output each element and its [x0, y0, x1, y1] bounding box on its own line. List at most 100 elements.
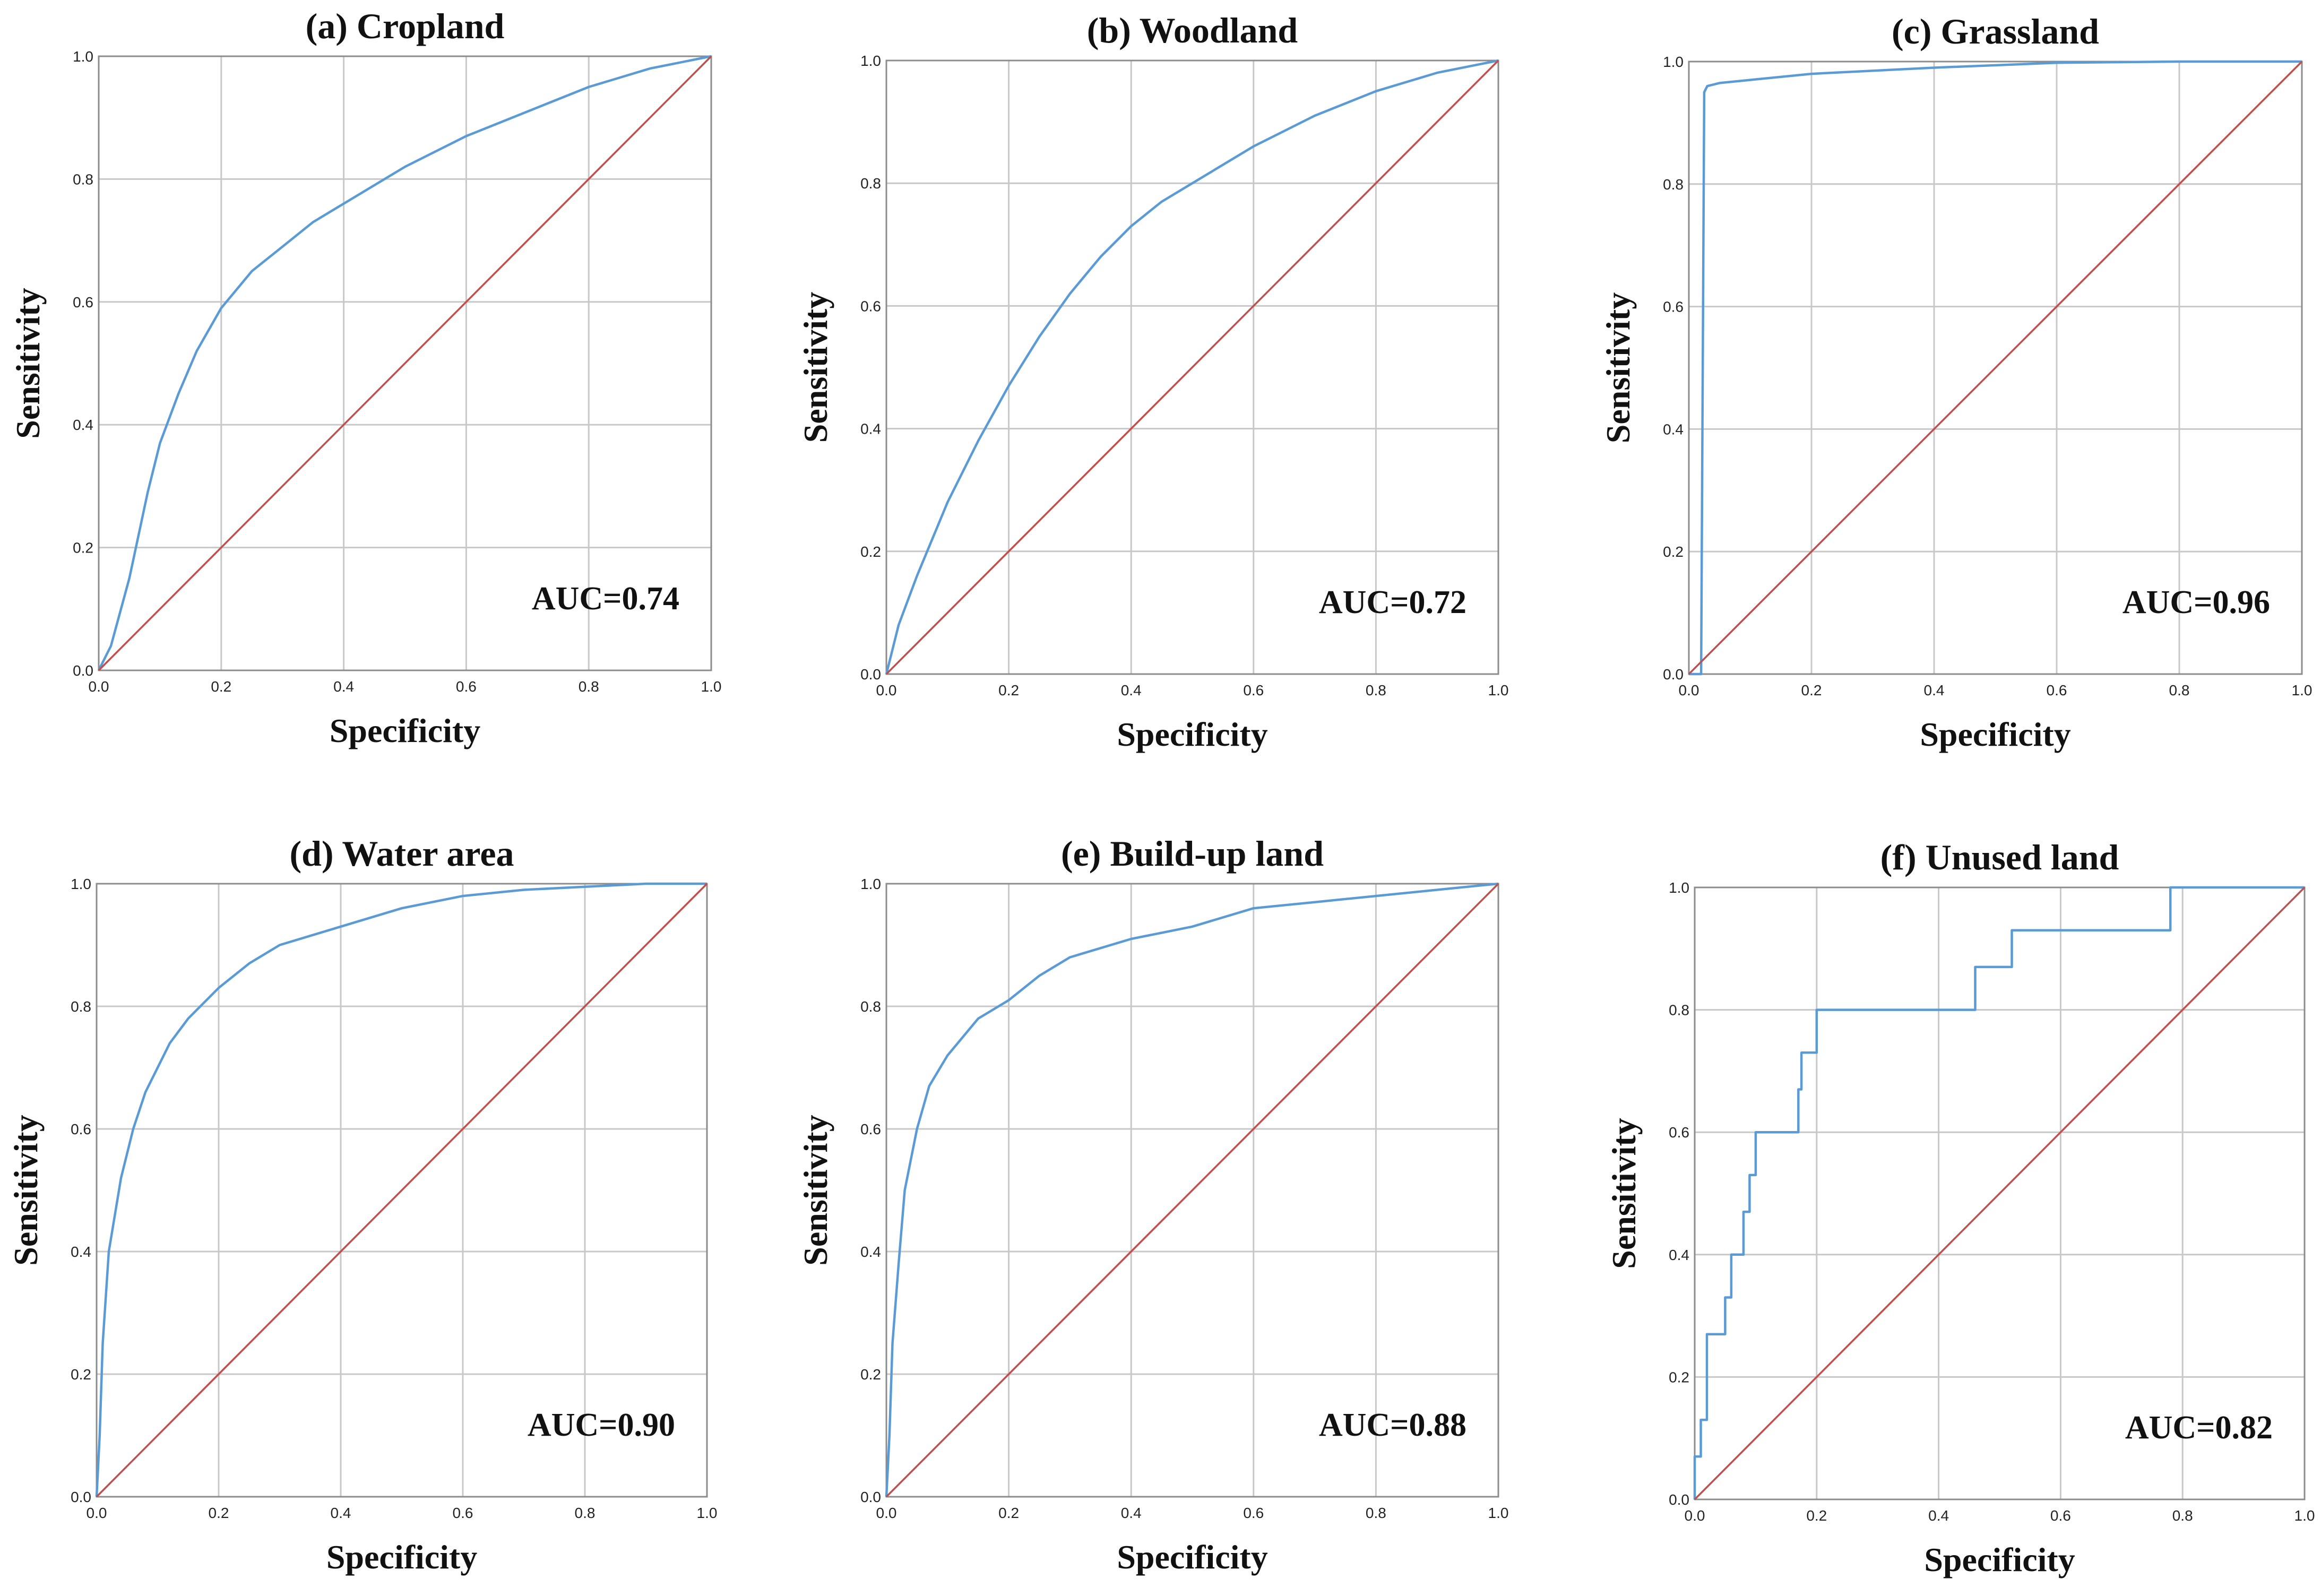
auc-annotation: AUC=0.82 [2125, 1410, 2273, 1446]
y-axis-label: Sensitivity [9, 288, 47, 438]
y-tick-label: 1.0 [1669, 879, 1689, 896]
x-tick-label: 0.2 [211, 678, 231, 695]
plot-frame [98, 55, 712, 671]
y-tick-label: 1.0 [860, 876, 881, 892]
x-axis-label: Specificity [1920, 715, 2070, 753]
x-tick-label: 0.8 [575, 1505, 596, 1521]
x-tick-label: 0.8 [1366, 1505, 1386, 1521]
y-tick-label: 0.8 [71, 998, 91, 1015]
x-tick-label: 0.4 [331, 1505, 351, 1521]
panel-title: (d) Water area [289, 833, 514, 874]
auc-annotation: AUC=0.72 [1319, 584, 1466, 620]
y-tick-label: 1.0 [860, 53, 881, 69]
x-tick-label: 1.0 [1488, 1505, 1509, 1521]
x-tick-label: 0.6 [2050, 1507, 2071, 1524]
y-tick-label: 0.8 [1663, 176, 1684, 193]
panel-title: (f) Unused land [1880, 837, 2119, 877]
x-tick-label: 0.4 [1928, 1507, 1949, 1524]
y-tick-label: 0.0 [860, 666, 881, 683]
x-tick-label: 0.8 [579, 678, 599, 695]
x-tick-label: 0.8 [1366, 682, 1386, 698]
y-axis-label: Sensitivity [1605, 1118, 1643, 1269]
y-axis-label: Sensitivity [1599, 292, 1637, 443]
y-tick-label: 0.4 [71, 1244, 91, 1260]
y-tick-label: 0.8 [1669, 1002, 1689, 1019]
x-tick-label: 0.0 [876, 682, 897, 698]
x-tick-label: 0.6 [453, 1505, 473, 1521]
x-tick-label: 0.0 [1679, 682, 1699, 698]
y-tick-label: 0.0 [73, 662, 93, 679]
panel-title: (b) Woodland [1087, 10, 1298, 50]
x-tick-label: 0.6 [2047, 682, 2067, 698]
y-tick-label: 0.8 [73, 171, 93, 187]
roc-curve [1693, 886, 2305, 1499]
y-tick-label: 0.2 [73, 540, 93, 556]
y-tick-label: 0.6 [71, 1121, 91, 1137]
x-axis-label: Specificity [326, 1538, 477, 1576]
x-tick-label: 0.6 [1243, 682, 1264, 698]
x-tick-label: 0.0 [89, 678, 109, 695]
plot-frame [885, 883, 1499, 1498]
y-tick-label: 0.4 [1669, 1247, 1689, 1263]
roc-curve [885, 59, 1499, 675]
y-tick-label: 0.6 [73, 294, 93, 310]
y-axis-label: Sensitivity [797, 1115, 834, 1265]
reference-line [1694, 886, 2306, 1500]
x-tick-label: 0.4 [1121, 1505, 1142, 1521]
y-tick-label: 1.0 [73, 48, 93, 65]
x-tick-label: 1.0 [697, 1505, 718, 1521]
y-axis-label: Sensitivity [797, 292, 834, 443]
reference-line [98, 55, 712, 671]
auc-annotation: AUC=0.96 [2122, 584, 2270, 620]
plot-frame [1694, 886, 2306, 1500]
roc-panel-water-area: (d) Water area 0.0 0.2 0.4 0.6 0.8 1.0 0.0 0.2 0.… [7, 833, 717, 1576]
y-tick-label: 0.4 [1663, 421, 1684, 437]
x-tick-label: 0.2 [1801, 682, 1822, 698]
y-tick-label: 1.0 [1663, 54, 1684, 70]
x-tick-label: 1.0 [2292, 682, 2313, 698]
auc-annotation: AUC=0.90 [528, 1407, 675, 1443]
y-tick-label: 0.8 [860, 998, 881, 1015]
roc-curve [1689, 60, 2302, 676]
y-tick-label: 0.6 [1669, 1124, 1689, 1141]
panel-title: (a) Cropland [306, 6, 505, 46]
y-tick-label: 0.4 [860, 421, 881, 437]
reference-line [1688, 61, 2303, 675]
x-axis-label: Specificity [1117, 1538, 1267, 1576]
x-tick-label: 0.4 [333, 678, 354, 695]
y-tick-label: 0.4 [73, 417, 93, 433]
x-tick-label: 0.2 [998, 682, 1019, 698]
y-tick-label: 0.0 [71, 1489, 91, 1505]
x-tick-label: 1.0 [1488, 682, 1509, 698]
roc-panel-woodland: (b) Woodland 0.0 0.2 0.4 0.6 0.8 1.0 0.0 0.2 0.4 0… [797, 10, 1508, 753]
x-tick-label: 1.0 [701, 678, 722, 695]
x-tick-label: 1.0 [2294, 1507, 2315, 1524]
y-tick-label: 0.6 [1663, 299, 1684, 315]
roc-panel-unused-land: (f) Unused land 0.0 0.2 0.4 0.6 0.8 1.0 0.0 0.2 0… [1605, 837, 2315, 1578]
y-axis-label: Sensitivity [7, 1115, 45, 1265]
x-tick-label: 0.0 [87, 1505, 107, 1521]
roc-panel-grassland: (c) Grassland 0.0 0.2 0.4 0.6 0.8 1.0 0.0 0.2 0.4… [1599, 11, 2312, 753]
x-axis-label: Specificity [1924, 1541, 2075, 1578]
y-tick-label: 0.2 [1669, 1369, 1689, 1385]
panel-title: (e) Build-up land [1061, 833, 1324, 874]
y-tick-label: 0.2 [71, 1366, 91, 1383]
x-tick-label: 0.0 [876, 1505, 897, 1521]
auc-annotation: AUC=0.74 [532, 581, 679, 617]
x-axis-label: Specificity [1117, 715, 1267, 753]
x-tick-label: 0.6 [456, 678, 477, 695]
y-tick-label: 0.0 [1663, 666, 1684, 683]
x-tick-label: 0.8 [2169, 682, 2190, 698]
x-axis-label: Specificity [330, 712, 480, 749]
y-tick-label: 0.4 [860, 1244, 881, 1260]
reference-line [885, 883, 1499, 1498]
y-tick-label: 0.6 [860, 1121, 881, 1137]
y-tick-label: 0.6 [860, 298, 881, 314]
y-tick-label: 0.2 [1663, 543, 1684, 560]
roc-panel-build-up-land: (e) Build-up land 0.0 0.2 0.4 0.6 0.8 1.0 0.0 0.… [797, 833, 1508, 1576]
x-tick-label: 0.4 [1924, 682, 1945, 698]
x-tick-label: 0.2 [209, 1505, 229, 1521]
auc-annotation: AUC=0.88 [1319, 1407, 1466, 1443]
plot-frame [885, 59, 1499, 675]
